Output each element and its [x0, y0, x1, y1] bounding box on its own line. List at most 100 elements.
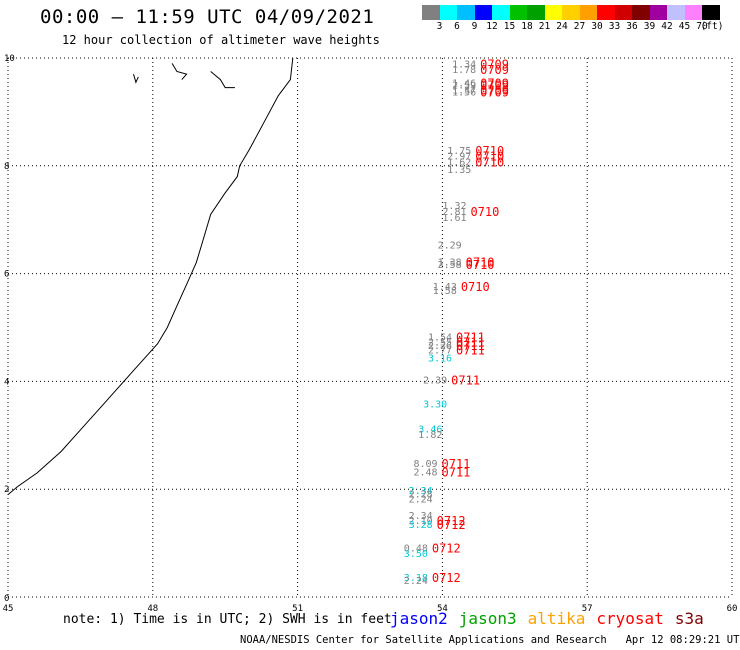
y-tick-label: 4 [4, 377, 9, 387]
pass-time-label: 0709 [480, 63, 509, 77]
scale-label: 24 [556, 21, 568, 32]
scale-swatch [562, 5, 580, 20]
swh-value: 3.50 [404, 549, 428, 560]
scale-swatch [527, 5, 545, 20]
pass-time-label: 0711 [456, 343, 485, 357]
scale-label: 21 [538, 21, 551, 32]
scale-swatch [649, 5, 667, 20]
x-tick-label: 45 [3, 604, 14, 614]
swh-value: 2.58 [438, 260, 462, 271]
y-tick-label: 2 [4, 485, 9, 495]
legend-cryosat: cryosat [596, 609, 664, 628]
swh-value: 3.30 [423, 399, 447, 410]
swh-value: 3.46 [418, 425, 442, 436]
swh-value: 2.39 [423, 376, 447, 387]
scale-swatch [597, 5, 615, 20]
y-tick-label: 6 [4, 270, 9, 280]
pass-time-label: 0711 [442, 466, 471, 480]
scale-label: 30 [591, 21, 603, 32]
pass-time-label: 0709 [480, 86, 509, 100]
pass-time-label: 0710 [475, 155, 504, 169]
scale-label: 36 [626, 21, 638, 32]
pass-time-label: 0711 [442, 457, 471, 471]
swh-value: 2.29 [438, 240, 462, 251]
swh-value: 1.35 [447, 165, 471, 176]
scale-label: 3 [436, 21, 443, 32]
pass-time-label: 0712 [432, 542, 461, 556]
swh-value: 1.46 [452, 79, 476, 90]
x-tick-label: 57 [582, 604, 593, 614]
map-title: 00:00 – 11:59 UTC 04/09/2021 [40, 6, 375, 28]
pass-time-label: 0710 [466, 256, 495, 270]
map-subtitle: 12 hour collection of altimeter wave hei… [62, 33, 380, 47]
swh-value: 2.97 [447, 151, 471, 162]
scale-swatch [667, 5, 685, 20]
scale-swatch [439, 5, 457, 20]
scale-swatch [684, 5, 702, 20]
pass-time-label: 0711 [456, 330, 485, 344]
pass-time-label: 0711 [451, 374, 480, 388]
swh-value: 1.62 [447, 157, 471, 168]
scale-label: 27 [573, 21, 586, 32]
y-tick-label: 0 [4, 594, 9, 604]
scale-label: 12 [486, 21, 498, 32]
scale-label: 33 [608, 21, 621, 32]
pass-time-label: 0709 [480, 84, 509, 98]
swh-value: 2.59 [452, 81, 476, 92]
swh-value: 1.82 [418, 430, 442, 441]
pass-time-label: 0710 [461, 280, 490, 294]
y-tick-label: 10 [4, 54, 15, 64]
swh-value: 2.34 [409, 511, 433, 522]
swh-value: 1.38 [438, 258, 462, 269]
color-scale-labels: 3 6 9 12 15 18 21 24 27 30 33 36 39 42 45 70 (ft) [422, 21, 740, 33]
legend-s3a: s3a [674, 609, 704, 628]
swh-value: 8.09 [413, 459, 437, 470]
pass-time-label: 0710 [470, 205, 499, 219]
footer-credit: NOAA/NESDIS Center for Satellite Applica… [240, 634, 740, 646]
pass-time-label: 0710 [475, 149, 504, 163]
island-outline [133, 74, 139, 84]
scale-swatch [457, 5, 475, 20]
swh-value: 1.75 [447, 146, 471, 157]
swh-value: 1.78 [452, 65, 476, 76]
swh-value: 1.61 [442, 213, 466, 224]
swh-value: 1.34 [452, 60, 476, 71]
pass-time-label: 0711 [456, 339, 485, 353]
swh-value: 1.37 [452, 86, 476, 97]
swh-value: 1.54 [428, 332, 452, 343]
x-tick-label: 54 [437, 604, 448, 614]
swh-value: 2.48 [413, 468, 437, 479]
swh-value: 1.56 [452, 88, 476, 99]
satellite-legend: jason2 jason3 altika cryosat s3a [390, 609, 715, 628]
swh-value: 3.28 [409, 520, 433, 531]
pass-time-label: 0709 [480, 79, 509, 93]
swh-value: 2.28 [409, 489, 433, 500]
swh-value: 2.10 [409, 516, 433, 527]
scale-label: 39 [643, 21, 656, 32]
y-tick-label: 8 [4, 162, 9, 172]
pass-time-label: 0710 [466, 258, 495, 272]
note-text: note: 1) Time is in UTC; 2) SWH is in fe… [63, 612, 392, 627]
swh-value: 2.26 [428, 341, 452, 352]
swh-value: 2.55 [428, 337, 452, 348]
scale-label: 42 [661, 21, 673, 32]
scale-label: 70 [696, 21, 708, 32]
swh-value: 0.48 [404, 544, 428, 555]
legend-jason2: jason2 [390, 609, 448, 628]
x-tick-label: 60 [727, 604, 738, 614]
swh-value: 2.24 [409, 495, 433, 506]
scale-label: 6 [454, 21, 460, 32]
swh-value: 3.16 [428, 353, 452, 364]
pass-time-label: 0710 [475, 144, 504, 158]
scale-label: 18 [521, 21, 533, 32]
scale-swatch [702, 5, 720, 20]
scale-swatch [422, 5, 440, 20]
scale-label: 15 [503, 21, 516, 32]
swh-value: 2.24 [404, 576, 428, 587]
swh-value: 3.18 [404, 573, 428, 584]
scale-label: 45 [678, 21, 691, 32]
swh-value: 2.81 [442, 207, 466, 218]
coastline [7, 57, 294, 495]
pass-time-label: 0711 [456, 335, 485, 349]
scale-swatch [509, 5, 527, 20]
